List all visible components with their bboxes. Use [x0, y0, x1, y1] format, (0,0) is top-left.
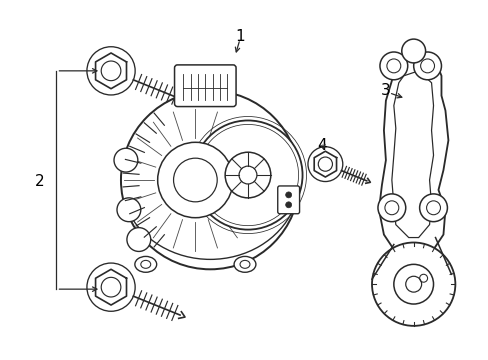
- Circle shape: [371, 243, 454, 326]
- FancyBboxPatch shape: [174, 65, 236, 107]
- Circle shape: [420, 59, 434, 73]
- Ellipse shape: [234, 256, 255, 272]
- Circle shape: [426, 201, 440, 215]
- Text: 2: 2: [35, 175, 44, 189]
- Circle shape: [224, 152, 270, 198]
- Circle shape: [419, 194, 447, 222]
- Circle shape: [193, 121, 302, 230]
- Circle shape: [173, 158, 217, 202]
- Circle shape: [413, 52, 441, 80]
- Circle shape: [379, 52, 407, 80]
- Text: 1: 1: [235, 28, 244, 44]
- FancyBboxPatch shape: [277, 186, 299, 214]
- Circle shape: [401, 39, 425, 63]
- Polygon shape: [391, 71, 433, 238]
- Circle shape: [384, 201, 398, 215]
- Circle shape: [239, 166, 256, 184]
- Circle shape: [117, 198, 141, 222]
- Circle shape: [285, 192, 291, 198]
- Circle shape: [157, 142, 233, 218]
- Polygon shape: [378, 51, 447, 255]
- Circle shape: [377, 194, 405, 222]
- Circle shape: [405, 276, 421, 292]
- Ellipse shape: [135, 256, 156, 272]
- Circle shape: [285, 202, 291, 208]
- Circle shape: [386, 59, 400, 73]
- Text: 4: 4: [317, 138, 326, 153]
- Circle shape: [114, 148, 138, 172]
- Text: 3: 3: [380, 83, 390, 98]
- Circle shape: [393, 264, 433, 304]
- Circle shape: [127, 228, 150, 251]
